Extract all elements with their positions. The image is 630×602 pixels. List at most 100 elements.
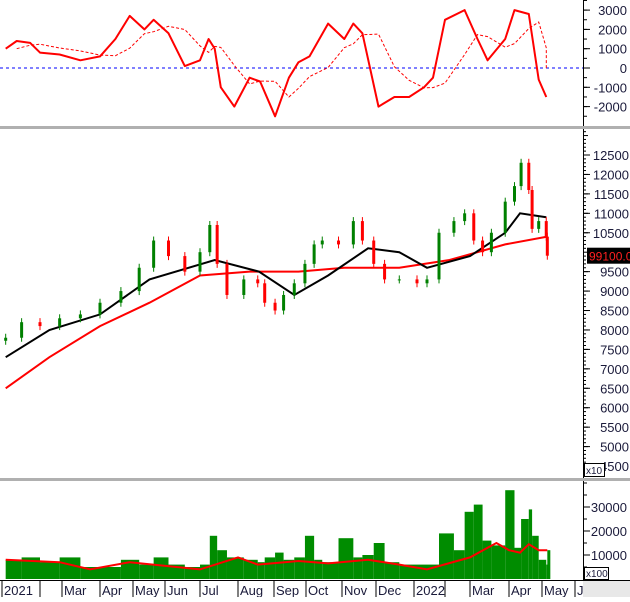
macd-panel: 3000 2000 1000 0 -1000 -2000 bbox=[0, 0, 627, 118]
volume-bar bbox=[283, 559, 295, 579]
candle bbox=[208, 224, 212, 253]
volume-bar bbox=[538, 559, 547, 579]
candle bbox=[137, 267, 141, 292]
panel-frames bbox=[0, 0, 630, 581]
candle bbox=[372, 240, 376, 264]
price-panel: 12500 12000 11500 11000 10500 9500 9000 8500 800… bbox=[4, 131, 630, 477]
volume-bar bbox=[417, 564, 427, 579]
axis-tick-label: 0 bbox=[620, 61, 627, 76]
month-label: Apr bbox=[511, 583, 532, 597]
axis-tick-label: 12500 bbox=[593, 148, 629, 163]
multiplier-label: x100 bbox=[586, 569, 608, 580]
volume-bar bbox=[547, 550, 551, 579]
volume-bar bbox=[482, 540, 492, 579]
candle bbox=[303, 263, 307, 284]
axis-tick-label: 8500 bbox=[600, 304, 629, 319]
volume-bar bbox=[322, 562, 339, 579]
axis-tick-label: 9500 bbox=[600, 265, 629, 280]
candle bbox=[282, 294, 286, 311]
volume-bar bbox=[464, 511, 474, 579]
candle bbox=[397, 279, 401, 281]
candle bbox=[38, 322, 42, 327]
axis-tick-label: 8000 bbox=[600, 323, 629, 338]
axis-corner bbox=[583, 580, 630, 597]
candle bbox=[263, 283, 267, 303]
last-price-tag bbox=[587, 247, 630, 264]
multiplier-box bbox=[584, 567, 609, 580]
axis-tick-label: 4500 bbox=[600, 459, 629, 474]
candle bbox=[519, 162, 523, 187]
month-label: Oct bbox=[308, 583, 329, 597]
axis-tick-label: 6000 bbox=[600, 401, 629, 416]
panel-separator bbox=[0, 126, 630, 129]
axis-tick-label: -1000 bbox=[594, 80, 627, 95]
candle bbox=[472, 213, 476, 241]
candle bbox=[273, 302, 277, 311]
volume-bar bbox=[100, 567, 121, 579]
candle bbox=[503, 201, 507, 233]
candle bbox=[183, 256, 187, 272]
axis-tick-label: 1000 bbox=[598, 42, 627, 57]
volume-bar bbox=[294, 557, 305, 579]
axis-tick-label: 10500 bbox=[593, 226, 629, 241]
candle bbox=[351, 221, 355, 245]
last-price-label: 99100.00 bbox=[589, 250, 630, 264]
month-label: Mar bbox=[472, 583, 495, 597]
volume-bar bbox=[226, 557, 244, 579]
candle bbox=[98, 302, 102, 315]
volume-bar bbox=[384, 562, 400, 579]
month-label: May bbox=[544, 583, 569, 597]
candle bbox=[119, 291, 123, 303]
candle bbox=[452, 221, 456, 233]
axis-tick-label: 7000 bbox=[600, 362, 629, 377]
volume-bar bbox=[257, 562, 265, 579]
candle bbox=[78, 314, 82, 319]
month-label: J bbox=[577, 583, 584, 597]
month-label: Mar bbox=[64, 583, 87, 597]
date-axis: 2021 Mar Apr May Jun Jul Aug Sep Oct Nov Dec 2022 Ma… bbox=[1, 580, 630, 598]
multiplier-box bbox=[584, 463, 605, 477]
macd-line bbox=[5, 9, 548, 118]
candle bbox=[20, 322, 24, 338]
candle bbox=[337, 240, 341, 245]
axis-tick-label: 30000 bbox=[591, 500, 627, 515]
candle bbox=[545, 236, 549, 256]
axis-tick-label: 12000 bbox=[593, 167, 629, 182]
volume-bar bbox=[275, 552, 284, 579]
axis-tick-label: 3000 bbox=[598, 3, 627, 18]
candle bbox=[225, 263, 229, 295]
volume-bar bbox=[80, 567, 100, 579]
candle bbox=[256, 279, 260, 284]
volume-bar bbox=[59, 557, 81, 579]
month-label: Sep bbox=[276, 583, 299, 597]
volume-bar bbox=[362, 555, 374, 579]
axis-tick-label: 11000 bbox=[594, 206, 629, 221]
axis-tick-label: 5500 bbox=[600, 420, 629, 435]
candle bbox=[489, 232, 493, 253]
volume-ma-line bbox=[5, 541, 548, 571]
candle bbox=[383, 263, 387, 280]
axis-tick-label: 10000 bbox=[591, 548, 627, 563]
volume-bar bbox=[153, 557, 169, 579]
ma-red-line bbox=[5, 235, 548, 390]
candle bbox=[537, 221, 541, 229]
month-label: Jun bbox=[167, 583, 188, 597]
axis-tick-label: 11500 bbox=[594, 187, 629, 202]
candle bbox=[4, 337, 8, 341]
panel-separator bbox=[0, 478, 630, 481]
candle bbox=[152, 240, 156, 268]
signal-line bbox=[16, 21, 547, 98]
volume-bar bbox=[209, 535, 218, 579]
axis-tick-label: 7500 bbox=[600, 342, 629, 357]
volume-bar bbox=[473, 504, 483, 579]
volume-bar bbox=[139, 564, 154, 579]
month-label: Aug bbox=[240, 583, 263, 597]
volume-bar bbox=[304, 535, 315, 579]
month-label: Jul bbox=[202, 583, 219, 597]
candle bbox=[292, 283, 296, 295]
volume-bar bbox=[21, 557, 40, 579]
volume-panel: 30000 20000 10000 x100 bbox=[5, 482, 627, 580]
month-label: Nov bbox=[344, 583, 368, 597]
volume-bar bbox=[505, 490, 515, 579]
